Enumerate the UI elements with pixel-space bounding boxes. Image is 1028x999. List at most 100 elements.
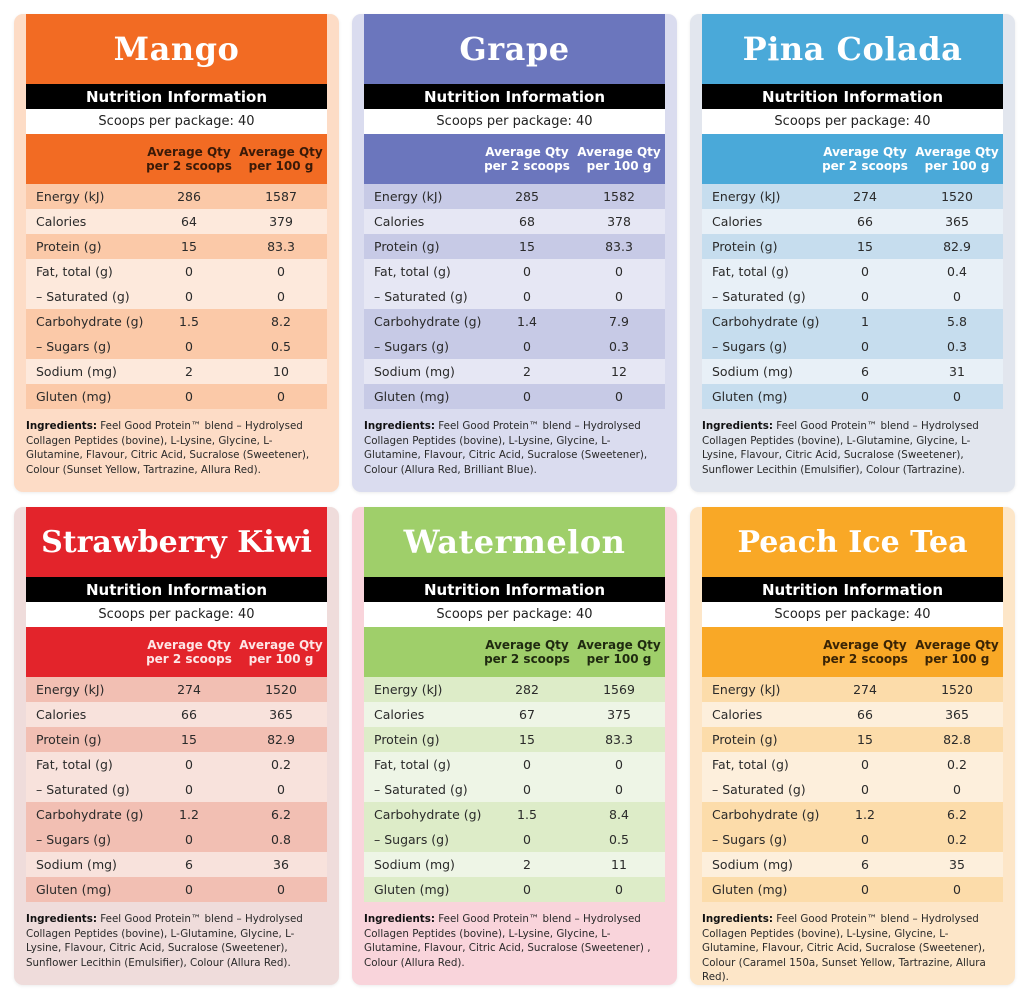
column-headers: Average Qty per 2 scoops Average Qty per… bbox=[26, 134, 327, 184]
value-per-2-scoops: 0 bbox=[861, 389, 869, 404]
nutrient-label: – Sugars (g) bbox=[36, 832, 111, 847]
value-per-100g: 365 bbox=[945, 214, 969, 229]
value-per-100g: 35 bbox=[949, 857, 965, 872]
value-per-2-scoops: 282 bbox=[515, 682, 539, 697]
value-per-100g: 0 bbox=[953, 389, 961, 404]
value-per-2-scoops: 0 bbox=[523, 882, 531, 897]
nutrient-row-sugars: – Sugars (g) 0 0.5 bbox=[26, 334, 327, 359]
value-per-2-scoops: 0 bbox=[185, 782, 193, 797]
value-per-100g: 83.3 bbox=[267, 239, 295, 254]
nutrition-information-header: Nutrition Information bbox=[26, 84, 327, 109]
nutrient-row-sugars: – Sugars (g) 0 0.8 bbox=[26, 827, 327, 852]
column-headers: Average Qty per 2 scoops Average Qty per… bbox=[702, 134, 1003, 184]
value-per-100g: 0 bbox=[277, 882, 285, 897]
nutrient-row-energy: Energy (kJ) 274 1520 bbox=[702, 184, 1003, 209]
nutrient-label: Calories bbox=[374, 214, 425, 229]
nutrient-row-calories: Calories 68 378 bbox=[364, 209, 665, 234]
ingredients-text: Ingredients: Feel Good Protein™ blend – … bbox=[702, 912, 1003, 985]
nutrient-label: Fat, total (g) bbox=[36, 264, 113, 279]
ingredients-label: Ingredients: bbox=[364, 420, 435, 432]
nutrient-row-sodium: Sodium (mg) 2 10 bbox=[26, 359, 327, 384]
column-headers: Average Qty per 2 scoops Average Qty per… bbox=[26, 627, 327, 677]
col-header-per-2-scoops: Average Qty per 2 scoops bbox=[822, 145, 908, 173]
value-per-100g: 8.4 bbox=[609, 807, 629, 822]
nutrient-label: Fat, total (g) bbox=[712, 264, 789, 279]
value-per-2-scoops: 0 bbox=[861, 757, 869, 772]
value-per-100g: 378 bbox=[607, 214, 631, 229]
nutrient-label: – Saturated (g) bbox=[712, 289, 806, 304]
nutrient-label: Energy (kJ) bbox=[374, 682, 443, 697]
value-per-2-scoops: 0 bbox=[523, 339, 531, 354]
value-per-2-scoops: 0 bbox=[185, 832, 193, 847]
value-per-2-scoops: 0 bbox=[861, 264, 869, 279]
nutrient-row-carbohydrate: Carbohydrate (g) 1 5.8 bbox=[702, 309, 1003, 334]
scoops-per-package: Scoops per package: 40 bbox=[364, 109, 665, 134]
value-per-100g: 0 bbox=[615, 782, 623, 797]
nutrition-table: Energy (kJ) 274 1520 Calories 66 365 Pro… bbox=[702, 677, 1003, 902]
nutrient-row-sugars: – Sugars (g) 0 0.3 bbox=[702, 334, 1003, 359]
nutrient-label: Gluten (mg) bbox=[712, 389, 788, 404]
value-per-2-scoops: 1.4 bbox=[517, 314, 537, 329]
nutrient-row-sodium: Sodium (mg) 6 36 bbox=[26, 852, 327, 877]
nutrient-label: – Saturated (g) bbox=[36, 289, 130, 304]
ingredients-text: Ingredients: Feel Good Protein™ blend – … bbox=[26, 419, 327, 477]
nutrient-row-fat-total: Fat, total (g) 0 0 bbox=[26, 259, 327, 284]
value-per-2-scoops: 68 bbox=[519, 214, 535, 229]
nutrient-row-gluten: Gluten (mg) 0 0 bbox=[702, 384, 1003, 409]
nutrient-row-gluten: Gluten (mg) 0 0 bbox=[26, 877, 327, 902]
value-per-100g: 0 bbox=[615, 757, 623, 772]
value-per-100g: 36 bbox=[273, 857, 289, 872]
nutrient-label: Protein (g) bbox=[36, 732, 102, 747]
column-headers: Average Qty per 2 scoops Average Qty per… bbox=[702, 627, 1003, 677]
ingredients-text: Ingredients: Feel Good Protein™ blend – … bbox=[364, 419, 665, 477]
nutrient-row-sugars: – Sugars (g) 0 0.5 bbox=[364, 827, 665, 852]
nutrient-label: Fat, total (g) bbox=[36, 757, 113, 772]
ingredients-list: Feel Good Protein™ blend – Hydrolysed Co… bbox=[702, 420, 979, 476]
nutrient-label: Fat, total (g) bbox=[712, 757, 789, 772]
nutrient-row-gluten: Gluten (mg) 0 0 bbox=[702, 877, 1003, 902]
nutrient-label: Energy (kJ) bbox=[374, 189, 443, 204]
nutrient-row-saturated: – Saturated (g) 0 0 bbox=[702, 777, 1003, 802]
value-per-2-scoops: 0 bbox=[185, 264, 193, 279]
value-per-2-scoops: 15 bbox=[857, 732, 873, 747]
ingredients-list: Feel Good Protein™ blend – Hydrolysed Co… bbox=[364, 420, 648, 476]
value-per-100g: 82.8 bbox=[943, 732, 971, 747]
col-header-per-2-scoops: Average Qty per 2 scoops bbox=[822, 638, 908, 666]
nutrient-label: Energy (kJ) bbox=[36, 189, 105, 204]
value-per-100g: 0.8 bbox=[271, 832, 291, 847]
nutrient-row-protein: Protein (g) 15 83.3 bbox=[364, 727, 665, 752]
nutrient-label: Carbohydrate (g) bbox=[374, 807, 482, 822]
nutrition-card-peach-ice-tea: Peach Ice Tea Nutrition Information Scoo… bbox=[690, 507, 1015, 985]
nutrition-table: Energy (kJ) 285 1582 Calories 68 378 Pro… bbox=[364, 184, 665, 409]
ingredients-text: Ingredients: Feel Good Protein™ blend – … bbox=[702, 419, 1003, 477]
flavour-title: Watermelon bbox=[364, 507, 665, 577]
ingredients-list: Feel Good Protein™ blend – Hydrolysed Co… bbox=[26, 420, 310, 476]
value-per-100g: 0.3 bbox=[609, 339, 629, 354]
value-per-2-scoops: 15 bbox=[519, 732, 535, 747]
col-header-per-2-scoops: Average Qty per 2 scoops bbox=[146, 638, 232, 666]
nutrient-row-calories: Calories 67 375 bbox=[364, 702, 665, 727]
value-per-100g: 0 bbox=[953, 782, 961, 797]
nutrient-row-carbohydrate: Carbohydrate (g) 1.2 6.2 bbox=[26, 802, 327, 827]
ingredients-label: Ingredients: bbox=[702, 913, 773, 925]
value-per-100g: 31 bbox=[949, 364, 965, 379]
nutrient-label: Fat, total (g) bbox=[374, 757, 451, 772]
value-per-100g: 0.5 bbox=[609, 832, 629, 847]
nutrient-label: Protein (g) bbox=[374, 239, 440, 254]
scoops-per-package: Scoops per package: 40 bbox=[26, 109, 327, 134]
nutrient-label: Calories bbox=[36, 707, 87, 722]
nutrient-row-saturated: – Saturated (g) 0 0 bbox=[364, 777, 665, 802]
value-per-2-scoops: 67 bbox=[519, 707, 535, 722]
nutrient-label: – Sugars (g) bbox=[374, 832, 449, 847]
nutrient-row-carbohydrate: Carbohydrate (g) 1.5 8.4 bbox=[364, 802, 665, 827]
nutrition-card-mango: Mango Nutrition Information Scoops per p… bbox=[14, 14, 339, 492]
nutrient-row-sodium: Sodium (mg) 6 35 bbox=[702, 852, 1003, 877]
value-per-2-scoops: 285 bbox=[515, 189, 539, 204]
value-per-2-scoops: 66 bbox=[181, 707, 197, 722]
value-per-100g: 1587 bbox=[265, 189, 297, 204]
nutrient-row-fat-total: Fat, total (g) 0 0 bbox=[364, 752, 665, 777]
nutrient-label: Sodium (mg) bbox=[712, 857, 793, 872]
nutrient-row-energy: Energy (kJ) 274 1520 bbox=[702, 677, 1003, 702]
value-per-100g: 1520 bbox=[265, 682, 297, 697]
nutrient-label: – Saturated (g) bbox=[374, 782, 468, 797]
